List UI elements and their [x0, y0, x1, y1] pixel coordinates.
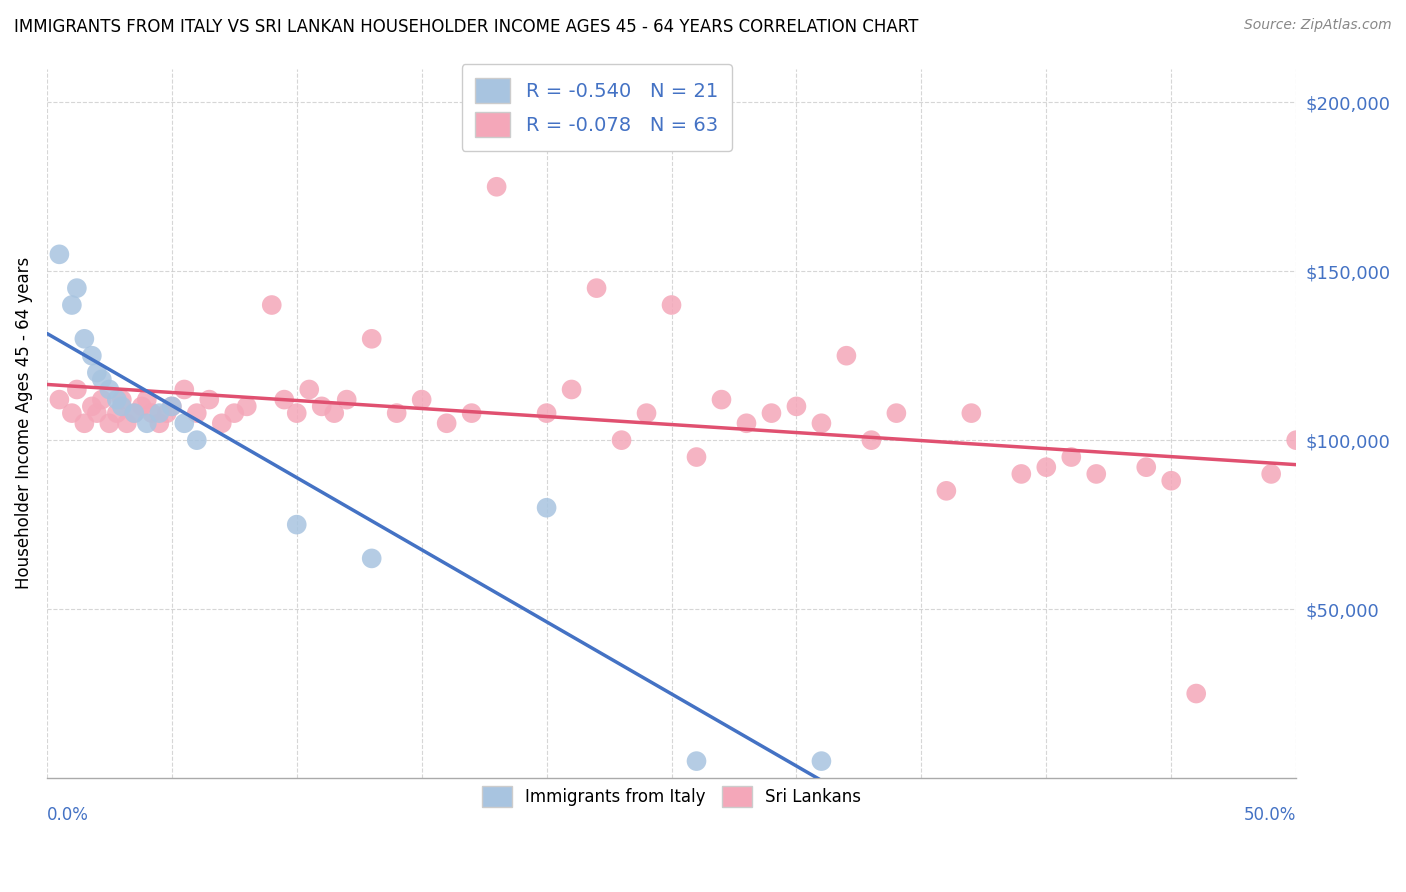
Legend: Immigrants from Italy, Sri Lankans: Immigrants from Italy, Sri Lankans — [474, 778, 870, 816]
Point — [273, 392, 295, 407]
Point — [211, 417, 233, 431]
Point — [80, 400, 103, 414]
Point — [111, 392, 134, 407]
Point — [186, 406, 208, 420]
Point — [761, 406, 783, 420]
Point — [86, 366, 108, 380]
Point — [80, 349, 103, 363]
Point — [636, 406, 658, 420]
Point — [323, 406, 346, 420]
Point — [1135, 460, 1157, 475]
Point — [360, 332, 382, 346]
Point — [160, 400, 183, 414]
Point — [105, 392, 128, 407]
Point — [385, 406, 408, 420]
Point — [60, 406, 83, 420]
Point — [260, 298, 283, 312]
Point — [73, 332, 96, 346]
Point — [135, 417, 157, 431]
Text: IMMIGRANTS FROM ITALY VS SRI LANKAN HOUSEHOLDER INCOME AGES 45 - 64 YEARS CORREL: IMMIGRANTS FROM ITALY VS SRI LANKAN HOUS… — [14, 18, 918, 36]
Point — [485, 179, 508, 194]
Text: Source: ZipAtlas.com: Source: ZipAtlas.com — [1244, 18, 1392, 32]
Point — [436, 417, 458, 431]
Point — [835, 349, 858, 363]
Point — [198, 392, 221, 407]
Point — [860, 433, 883, 447]
Point — [148, 417, 170, 431]
Point — [785, 400, 807, 414]
Point — [1285, 433, 1308, 447]
Point — [585, 281, 607, 295]
Point — [90, 372, 112, 386]
Point — [105, 406, 128, 420]
Point — [710, 392, 733, 407]
Point — [1160, 474, 1182, 488]
Point — [124, 406, 146, 420]
Y-axis label: Householder Income Ages 45 - 64 years: Householder Income Ages 45 - 64 years — [15, 257, 32, 590]
Point — [685, 450, 707, 464]
Point — [298, 383, 321, 397]
Point — [536, 406, 558, 420]
Point — [1185, 687, 1208, 701]
Point — [285, 406, 308, 420]
Point — [160, 400, 183, 414]
Point — [156, 406, 179, 420]
Point — [460, 406, 482, 420]
Point — [98, 383, 121, 397]
Point — [311, 400, 333, 414]
Point — [336, 392, 359, 407]
Point — [135, 392, 157, 407]
Point — [131, 400, 153, 414]
Point — [148, 406, 170, 420]
Point — [60, 298, 83, 312]
Point — [536, 500, 558, 515]
Point — [935, 483, 957, 498]
Point — [186, 433, 208, 447]
Point — [1035, 460, 1057, 475]
Point — [173, 383, 195, 397]
Point — [66, 281, 89, 295]
Point — [90, 392, 112, 407]
Point — [111, 400, 134, 414]
Point — [86, 406, 108, 420]
Point — [73, 417, 96, 431]
Point — [124, 406, 146, 420]
Text: 0.0%: 0.0% — [46, 806, 89, 824]
Point — [411, 392, 433, 407]
Point — [661, 298, 683, 312]
Text: 50.0%: 50.0% — [1244, 806, 1296, 824]
Point — [141, 406, 163, 420]
Point — [115, 417, 138, 431]
Point — [66, 383, 89, 397]
Point — [610, 433, 633, 447]
Point — [98, 417, 121, 431]
Point — [285, 517, 308, 532]
Point — [810, 417, 832, 431]
Point — [735, 417, 758, 431]
Point — [360, 551, 382, 566]
Point — [1260, 467, 1282, 481]
Point — [960, 406, 983, 420]
Point — [685, 754, 707, 768]
Point — [224, 406, 246, 420]
Point — [810, 754, 832, 768]
Point — [173, 417, 195, 431]
Point — [48, 392, 70, 407]
Point — [886, 406, 908, 420]
Point — [1085, 467, 1108, 481]
Point — [236, 400, 259, 414]
Point — [48, 247, 70, 261]
Point — [1010, 467, 1032, 481]
Point — [1060, 450, 1083, 464]
Point — [561, 383, 583, 397]
